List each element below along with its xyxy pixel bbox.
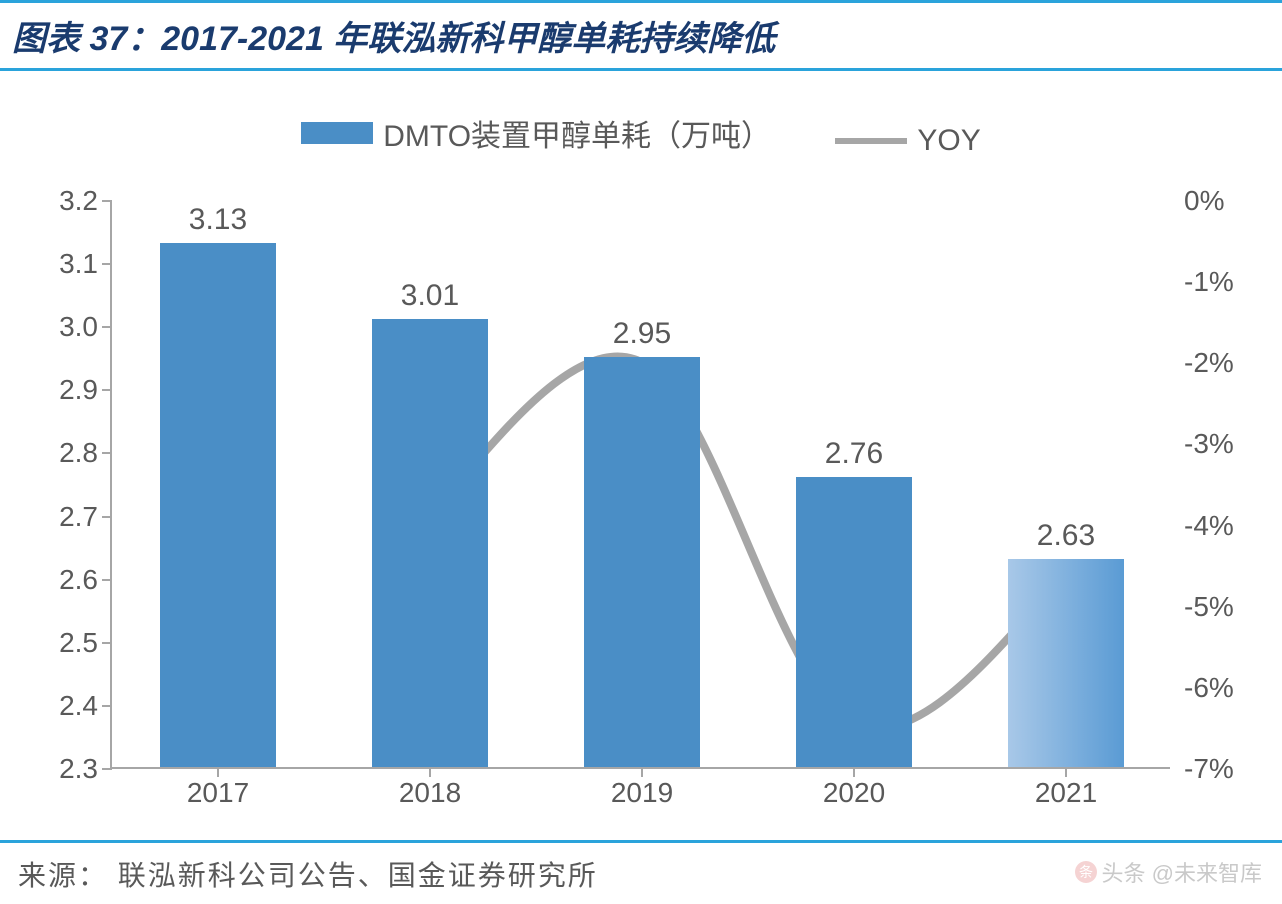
- watermark-icon: 条: [1074, 860, 1098, 884]
- watermark-text: 头条 @未来智库: [1102, 856, 1262, 888]
- bar-value-label: 2.95: [584, 317, 701, 351]
- bar: 2.76: [796, 477, 913, 767]
- y-right-tick: -2%: [1170, 347, 1234, 379]
- legend-line-label: YOY: [917, 124, 980, 158]
- bottom-rule: [0, 840, 1282, 843]
- legend: DMTO装置甲醇单耗（万吨） YOY: [0, 111, 1282, 158]
- y-right-tick: -6%: [1170, 672, 1234, 704]
- watermark: 条 头条 @未来智库: [1074, 856, 1262, 888]
- bar: 2.63: [1008, 559, 1125, 767]
- source-value: 联泓新科公司公告、国金证券研究所: [118, 860, 598, 891]
- chart-container: DMTO装置甲醇单耗（万吨） YOY 2.32.42.52.62.72.82.9…: [0, 71, 1282, 851]
- chart-title: 图表 37：2017-2021 年联泓新科甲醇单耗持续降低: [12, 11, 1270, 60]
- bar-value-label: 2.76: [796, 437, 913, 471]
- legend-bar-swatch: [301, 122, 373, 144]
- y-right-tick: -3%: [1170, 428, 1234, 460]
- legend-bar: DMTO装置甲醇单耗（万吨）: [301, 111, 771, 155]
- bar-value-label: 3.01: [372, 279, 489, 313]
- bar: 3.01: [372, 319, 489, 767]
- svg-text:条: 条: [1079, 864, 1093, 880]
- chart-title-bar: 图表 37：2017-2021 年联泓新科甲醇单耗持续降低: [0, 0, 1282, 71]
- y-right-tick: -4%: [1170, 510, 1234, 542]
- bar: 3.13: [160, 243, 277, 767]
- source-label: 来源：: [18, 860, 108, 891]
- bar-value-label: 3.13: [160, 203, 277, 237]
- y-right-tick: -1%: [1170, 266, 1234, 298]
- y-right-tick: -5%: [1170, 591, 1234, 623]
- plot-area: 2.32.42.52.62.72.82.93.03.13.2-7%-6%-5%-…: [110, 201, 1170, 769]
- y-right-tick: 0%: [1170, 185, 1224, 217]
- y-right-tick: -7%: [1170, 753, 1234, 785]
- legend-line: YOY: [835, 124, 980, 158]
- bar-value-label: 2.63: [1008, 519, 1125, 553]
- legend-bar-label: DMTO装置甲醇单耗（万吨）: [383, 111, 771, 155]
- bar: 2.95: [584, 357, 701, 767]
- legend-line-swatch: [835, 138, 907, 144]
- source-text: 来源： 联泓新科公司公告、国金证券研究所: [18, 854, 598, 894]
